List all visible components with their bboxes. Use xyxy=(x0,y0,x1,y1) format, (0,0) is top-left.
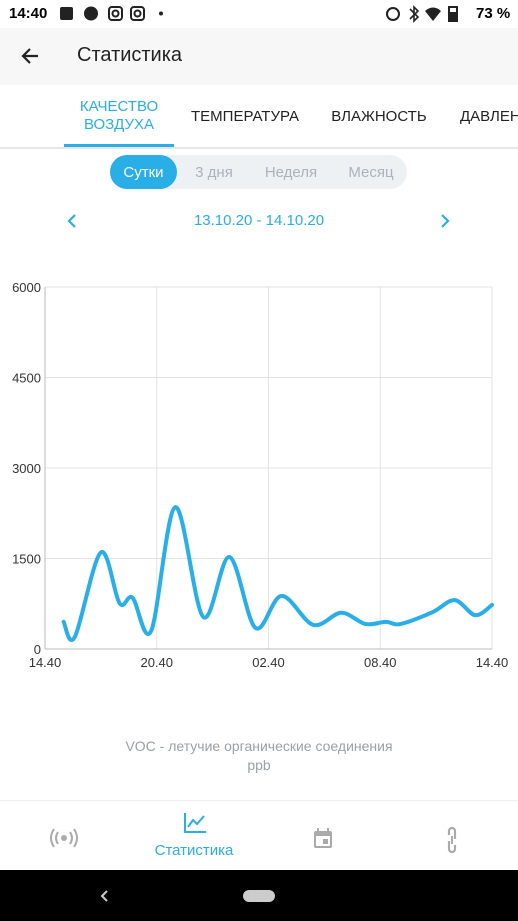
y-tick-label: 1500 xyxy=(12,552,41,567)
status-system-icons xyxy=(386,5,458,23)
next-button[interactable] xyxy=(437,212,453,230)
nav-calendar[interactable] xyxy=(312,827,334,851)
nav-stats-icon[interactable] xyxy=(182,811,208,835)
chart: 0 1500 3000 4500 6000 14.40 20.40 02.40 08.40 14.… xyxy=(12,280,509,670)
date-range: 13.10.20 - 14.10.20 xyxy=(193,212,325,229)
tab[interactable]: КАЧЕСТВО ВОЗДУХА xyxy=(79,98,159,133)
tab[interactable]: ДАВЛЕНИЕ xyxy=(460,107,518,125)
y-tick-label: 4500 xyxy=(12,371,41,386)
x-tick-label: 02.40 xyxy=(252,655,285,670)
system-home[interactable] xyxy=(243,890,275,902)
status-time: 14:40 xyxy=(9,5,48,22)
app-title: Статистика xyxy=(77,44,183,66)
system-back[interactable] xyxy=(98,888,112,904)
tab[interactable]: ТЕМПЕРАТУРА xyxy=(191,107,299,125)
nav-link[interactable] xyxy=(444,827,460,853)
system-nav xyxy=(0,870,518,921)
tab-indicator xyxy=(64,144,174,147)
app-bar: Статистика xyxy=(0,28,518,85)
x-tick-label: 14.40 xyxy=(476,655,509,670)
y-tick-label: 3000 xyxy=(12,461,41,476)
period-option[interactable]: 3 дня xyxy=(195,163,233,181)
tab[interactable]: ВЛАЖНОСТЬ xyxy=(331,107,427,125)
status-bar: 14:40 73 % xyxy=(0,0,518,28)
caption-line: ppb xyxy=(247,757,271,773)
period-option[interactable]: Месяц xyxy=(348,163,394,181)
x-tick-label: 08.40 xyxy=(364,655,397,670)
caption-line: VOC - летучие органические соединения xyxy=(125,738,393,754)
back-button[interactable] xyxy=(18,44,42,68)
data-line xyxy=(61,505,494,642)
period-option[interactable]: Неделя xyxy=(264,163,318,181)
y-tick-label: 0 xyxy=(34,642,41,657)
status-battery: 73 % xyxy=(476,5,511,22)
x-tick-label: 20.40 xyxy=(140,655,173,670)
y-tick-label: 6000 xyxy=(12,280,41,295)
nav-sensor[interactable] xyxy=(50,827,78,849)
bottom-nav: Статистика xyxy=(0,800,518,871)
status-icons xyxy=(60,6,163,21)
period-option[interactable]: Сутки xyxy=(110,155,177,189)
prev-button[interactable] xyxy=(64,212,80,230)
divider xyxy=(0,147,518,149)
x-tick-label: 14.40 xyxy=(29,655,62,670)
nav-stats-label[interactable]: Статистика xyxy=(154,842,234,859)
caption: VOC - летучие органические соединения pp… xyxy=(0,737,518,775)
